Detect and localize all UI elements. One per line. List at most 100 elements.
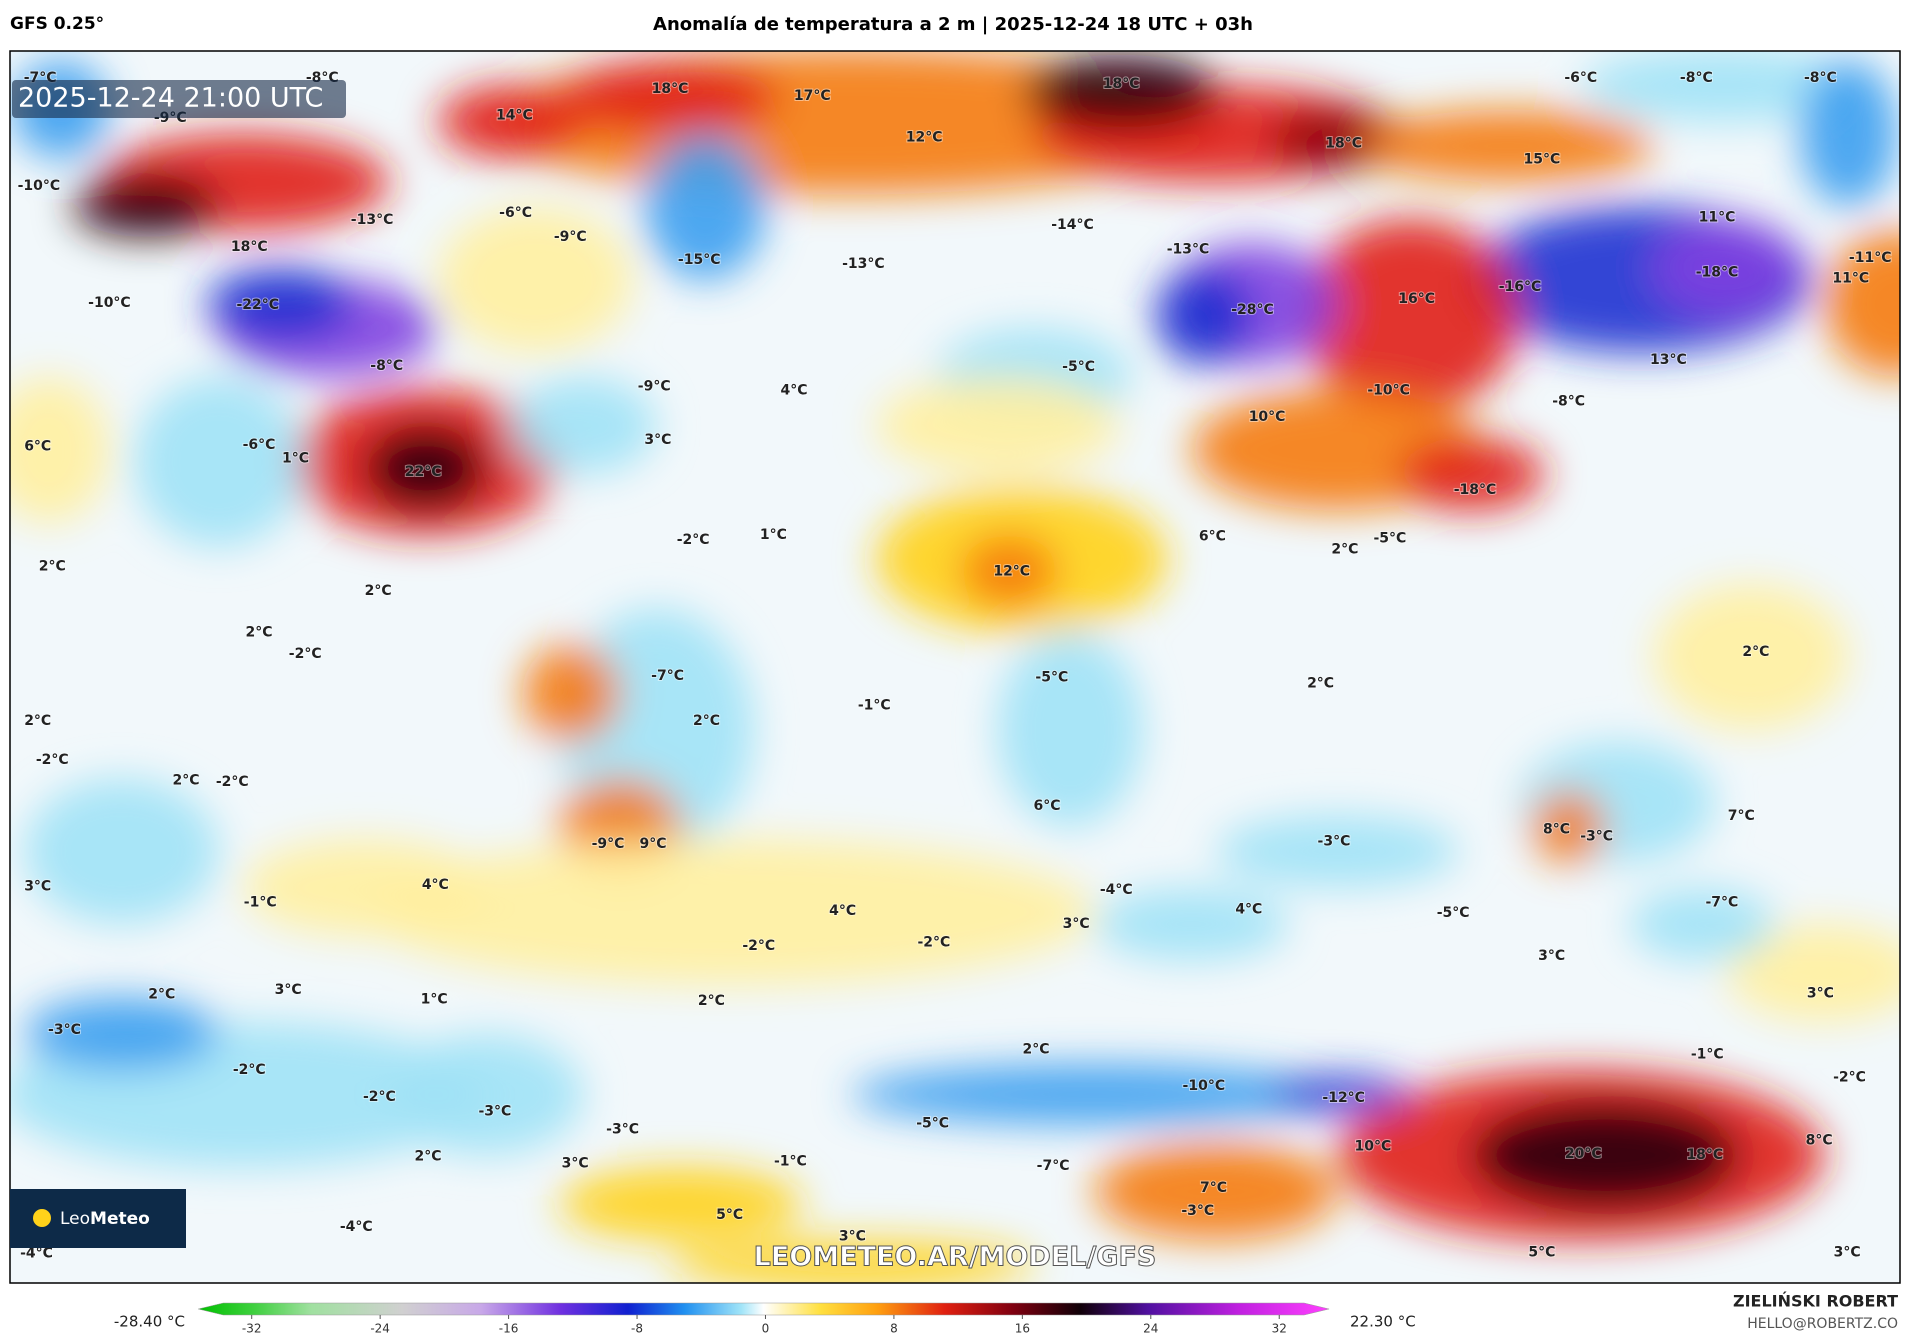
- map-label: 20°C: [1565, 1146, 1602, 1162]
- map-label: -13°C: [351, 212, 394, 228]
- map-label: -8°C: [1804, 70, 1837, 86]
- map-label: -9°C: [554, 229, 587, 245]
- map-label: 3°C: [839, 1229, 866, 1245]
- map-label: 1°C: [421, 992, 448, 1008]
- map-label: 6°C: [1199, 528, 1226, 544]
- map-label: -16°C: [1499, 279, 1542, 295]
- logo-part: Meteo: [90, 1209, 150, 1229]
- anomaly-patch: [960, 535, 1058, 609]
- anomaly-patch: [851, 1064, 1338, 1125]
- map-label: -2°C: [289, 646, 322, 662]
- map-label: -12°C: [1322, 1090, 1365, 1106]
- anomaly-patch: [1155, 267, 1253, 365]
- anomaly-patch: [1824, 231, 1900, 377]
- map-label: 12°C: [993, 564, 1030, 580]
- timestamp: 2025-12-24 21:00 UTC: [18, 83, 323, 114]
- map-title: Anomalía de temperatura a 2 m | 2025-12-…: [653, 14, 1253, 35]
- map-label: -5°C: [916, 1116, 949, 1132]
- map-label: -13°C: [1167, 241, 1210, 257]
- map-label: 2°C: [24, 713, 51, 729]
- map-label: -6°C: [243, 437, 276, 453]
- map-label: -4°C: [20, 1246, 53, 1262]
- map-label: 3°C: [24, 878, 51, 894]
- anomaly-patch: [437, 206, 633, 353]
- anomaly-patch: [522, 644, 621, 742]
- anomaly-patch: [1398, 437, 1545, 511]
- map-label: -9°C: [592, 836, 625, 852]
- map-label: -1°C: [858, 697, 891, 713]
- email: HELLO@ROBERTZ.CO: [1747, 1316, 1898, 1332]
- colorbar: -32 -24 -16 -8 0 8 16 24 32: [198, 1302, 1330, 1336]
- map-label: -5°C: [1062, 359, 1095, 375]
- map-label: 17°C: [794, 88, 831, 104]
- map-label: -2°C: [233, 1062, 266, 1078]
- anomaly-patch: [206, 267, 353, 341]
- anomaly-patch: [1629, 887, 1776, 961]
- map-label: 8°C: [1806, 1133, 1833, 1149]
- map-label: 2°C: [148, 987, 175, 1003]
- map-label: -3°C: [48, 1022, 81, 1038]
- colorbar-tick-label: 0: [762, 1322, 770, 1336]
- map-label: 4°C: [781, 382, 808, 398]
- map-label: 11°C: [1699, 210, 1736, 226]
- map-label: 3°C: [644, 432, 671, 448]
- anomaly-patch: [1094, 887, 1289, 961]
- anomaly-patch: [1361, 109, 1654, 183]
- map-label: -3°C: [478, 1103, 511, 1119]
- anomaly-patch: [668, 1240, 1034, 1283]
- map-labels: 18°C 17°C 14°C 18°C 18°C 12°C 15°C -6°C -8°C -8°C…: [17, 69, 1893, 1263]
- map-label: -4°C: [1100, 882, 1133, 898]
- author: ZIELIŃSKI ROBERT: [1733, 1292, 1898, 1311]
- anomaly-patch: [1301, 218, 1521, 414]
- map-label: 4°C: [422, 877, 449, 893]
- map-label: -5°C: [1373, 531, 1406, 547]
- map-label: -3°C: [606, 1122, 639, 1138]
- map-label: 4°C: [829, 903, 856, 919]
- map-label: -7°C: [1037, 1158, 1070, 1174]
- max-value: 22.30 °C: [1350, 1313, 1416, 1331]
- anomaly-patch: [1726, 924, 1900, 1022]
- map-label: -5°C: [1437, 905, 1470, 921]
- colorbar-tick-label: 8: [890, 1322, 898, 1336]
- min-value: -28.40 °C: [114, 1313, 185, 1331]
- anomaly-patch: [364, 425, 487, 511]
- map-label: 15°C: [1524, 151, 1561, 167]
- map-label: -7°C: [651, 668, 684, 684]
- map-label: 12°C: [906, 129, 943, 145]
- map-label: -9°C: [638, 379, 671, 395]
- map-label: 5°C: [1528, 1244, 1555, 1260]
- logo-part: Leo: [60, 1209, 90, 1229]
- anomaly-patch: [133, 376, 304, 548]
- map-label: 8°C: [1543, 821, 1570, 837]
- map-label: -14°C: [1051, 217, 1094, 233]
- map-label: -18°C: [1696, 264, 1739, 280]
- map-label: -8°C: [1680, 70, 1713, 86]
- colorbar-tick-label: -8: [631, 1322, 643, 1336]
- map-label: -10°C: [1367, 382, 1410, 398]
- map-label: 2°C: [415, 1148, 442, 1164]
- map-label: -2°C: [36, 752, 69, 768]
- watermark: LEOMETEO.AR/MODEL/GFS: [754, 1242, 1157, 1273]
- map-label: 18°C: [1325, 135, 1362, 151]
- anomaly-patch: [559, 1167, 803, 1241]
- map-label: -3°C: [1181, 1203, 1214, 1219]
- anomaly-field: [10, 51, 1900, 1283]
- map-label: 2°C: [39, 559, 66, 575]
- anomaly-patch: [1580, 51, 1873, 122]
- model-name: GFS 0.25°: [10, 14, 104, 34]
- map-label: 3°C: [1834, 1244, 1861, 1260]
- map-label: 3°C: [562, 1156, 589, 1172]
- timestamp-box: [12, 80, 346, 118]
- map-label: -2°C: [677, 532, 710, 548]
- map-label: -1°C: [244, 894, 277, 910]
- anomaly-patch: [1094, 1143, 1338, 1241]
- anomaly-patch: [437, 85, 584, 159]
- map-label: 2°C: [365, 583, 392, 599]
- map-label: 2°C: [1742, 644, 1769, 660]
- map-label: 2°C: [246, 624, 273, 640]
- anomaly-patch: [243, 839, 487, 937]
- anomaly-patch: [1532, 790, 1606, 864]
- map-label: -2°C: [216, 774, 249, 790]
- map-label: -5°C: [1035, 669, 1068, 685]
